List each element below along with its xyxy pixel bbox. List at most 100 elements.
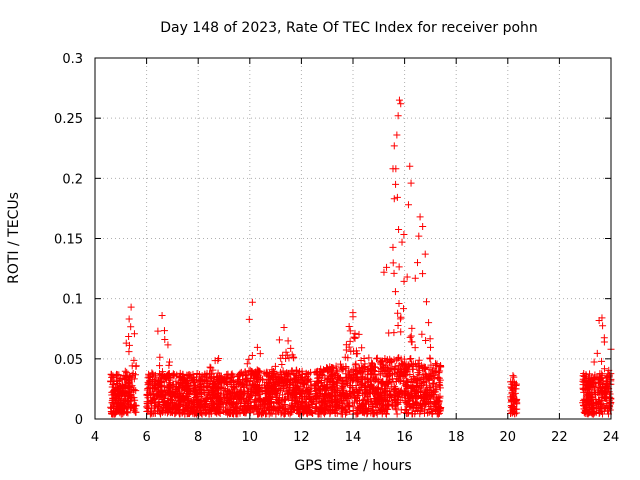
data-point bbox=[211, 357, 219, 365]
data-point bbox=[116, 385, 124, 393]
data-point bbox=[165, 399, 173, 407]
data-point bbox=[205, 407, 213, 415]
data-point bbox=[393, 131, 401, 139]
data-point bbox=[389, 259, 397, 267]
data-point bbox=[130, 356, 138, 364]
data-point bbox=[197, 381, 205, 389]
data-point bbox=[393, 410, 401, 418]
data-point bbox=[419, 270, 427, 278]
data-point bbox=[111, 408, 119, 416]
data-point bbox=[226, 388, 234, 396]
data-point bbox=[426, 354, 434, 362]
data-point bbox=[191, 383, 199, 391]
data-point bbox=[125, 315, 133, 323]
data-point bbox=[121, 389, 129, 397]
y-tick-label: 0.05 bbox=[54, 353, 83, 368]
data-point bbox=[220, 387, 228, 395]
data-point bbox=[395, 300, 403, 308]
data-point bbox=[130, 402, 138, 410]
data-point bbox=[129, 369, 137, 377]
data-point bbox=[158, 312, 166, 320]
data-point bbox=[176, 401, 184, 409]
data-point bbox=[425, 319, 433, 327]
data-point bbox=[125, 392, 133, 400]
data-point bbox=[169, 381, 177, 389]
data-point bbox=[210, 372, 218, 380]
data-point bbox=[400, 305, 408, 313]
data-point bbox=[156, 362, 164, 370]
data-point bbox=[162, 406, 170, 414]
data-point bbox=[414, 259, 421, 267]
data-point bbox=[205, 370, 213, 378]
data-point bbox=[195, 371, 203, 379]
data-point bbox=[107, 378, 115, 386]
data-point bbox=[230, 382, 238, 390]
data-point bbox=[407, 179, 415, 187]
x-tick-label: 8 bbox=[194, 430, 202, 445]
data-point bbox=[157, 410, 165, 418]
data-point bbox=[158, 368, 166, 376]
data-point bbox=[248, 298, 256, 306]
data-point bbox=[163, 372, 171, 380]
data-point bbox=[157, 373, 165, 381]
data-point bbox=[389, 243, 397, 251]
x-tick-label: 14 bbox=[345, 430, 362, 445]
data-point bbox=[126, 380, 134, 388]
data-point bbox=[284, 337, 292, 345]
y-tick-label: 0.1 bbox=[62, 293, 83, 308]
data-point bbox=[149, 370, 157, 378]
x-tick-label: 16 bbox=[396, 430, 413, 445]
data-point bbox=[164, 341, 172, 349]
data-point bbox=[243, 360, 251, 368]
data-point bbox=[406, 355, 414, 363]
x-tick-label: 6 bbox=[142, 430, 150, 445]
data-point bbox=[177, 380, 185, 388]
data-point bbox=[390, 329, 398, 337]
data-point bbox=[207, 364, 215, 372]
data-point bbox=[221, 386, 229, 394]
data-point bbox=[256, 350, 264, 358]
data-point bbox=[358, 344, 366, 352]
data-point bbox=[175, 405, 183, 413]
data-point bbox=[407, 332, 415, 340]
data-point bbox=[150, 409, 158, 417]
data-point bbox=[121, 376, 129, 384]
y-tick-label: 0.3 bbox=[62, 52, 83, 67]
data-point bbox=[406, 162, 414, 170]
data-point bbox=[404, 201, 412, 209]
data-point bbox=[422, 298, 430, 306]
data-point bbox=[600, 338, 608, 346]
data-point bbox=[245, 355, 253, 363]
data-point bbox=[275, 336, 283, 344]
data-point bbox=[416, 213, 424, 221]
data-point bbox=[191, 379, 199, 387]
data-point bbox=[397, 328, 405, 336]
data-point bbox=[154, 327, 162, 335]
y-tick-label: 0.15 bbox=[54, 233, 83, 248]
data-point bbox=[212, 408, 220, 416]
data-point bbox=[174, 397, 182, 405]
data-point bbox=[398, 238, 406, 246]
data-point bbox=[171, 405, 179, 413]
data-point bbox=[154, 391, 162, 399]
data-point bbox=[130, 330, 138, 338]
data-point bbox=[191, 391, 199, 399]
y-axis-label: ROTI / TECUs bbox=[6, 192, 22, 284]
data-point bbox=[156, 353, 164, 361]
data-point bbox=[209, 391, 217, 399]
data-point bbox=[216, 395, 224, 403]
data-point bbox=[245, 315, 253, 323]
data-point bbox=[209, 380, 217, 388]
data-point bbox=[143, 404, 151, 412]
x-tick-label: 20 bbox=[500, 430, 517, 445]
data-point bbox=[213, 373, 221, 381]
data-point bbox=[144, 378, 152, 386]
data-point bbox=[163, 387, 171, 395]
data-point bbox=[123, 368, 131, 376]
data-point bbox=[349, 313, 357, 321]
data-point bbox=[204, 389, 212, 397]
data-point bbox=[418, 330, 426, 338]
data-point bbox=[172, 377, 180, 385]
data-point bbox=[168, 390, 176, 398]
